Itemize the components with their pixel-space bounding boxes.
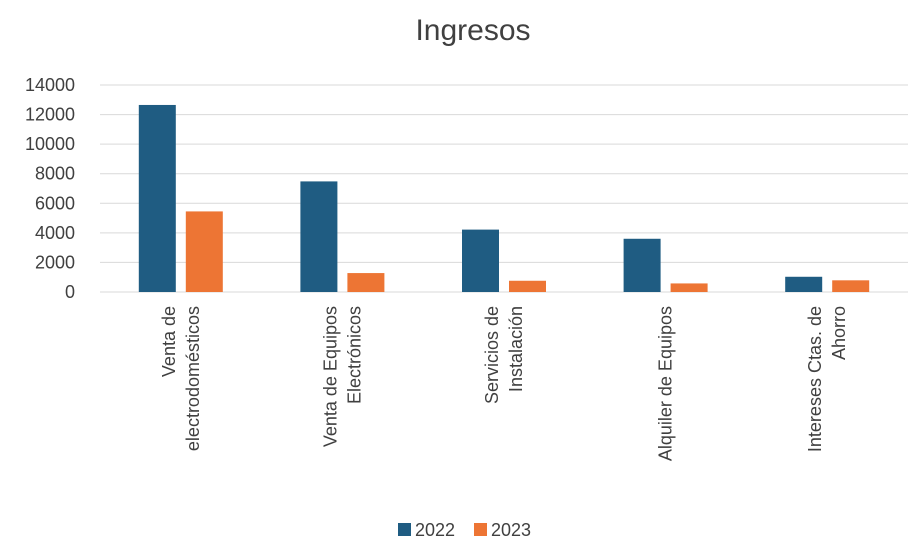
category-label: Ahorro	[829, 306, 849, 360]
y-tick-label: 2000	[35, 252, 75, 272]
legend-label-2022: 2022	[415, 520, 455, 540]
y-tick-label: 6000	[35, 193, 75, 213]
category-label: Venta de Equipos	[320, 306, 340, 447]
y-tick-label: 12000	[25, 105, 75, 125]
category-label: Alquiler de Equipos	[656, 306, 676, 461]
bar-2022-4	[623, 238, 661, 292]
y-tick-label: 4000	[35, 223, 75, 243]
category-label: Servicios de	[482, 306, 502, 404]
y-tick-label: 14000	[25, 75, 75, 95]
bar-2023-1	[185, 211, 223, 292]
bar-2023-2	[347, 273, 385, 292]
bar-2022-1	[138, 104, 176, 292]
bar-2022-2	[300, 181, 338, 292]
bars	[138, 104, 870, 292]
category-label: Intereses Ctas. de	[805, 306, 825, 452]
category-label: Venta de	[159, 306, 179, 377]
x-axis-categories: Venta de electrodomésticos Venta de Equipo…	[159, 306, 849, 461]
category-label: Instalación	[506, 306, 526, 392]
y-axis-ticks: 0 2000 4000 6000 8000 10000 12000 14000	[25, 75, 75, 302]
bar-2023-3	[509, 280, 546, 292]
y-tick-label: 10000	[25, 134, 75, 154]
bar-2022-3	[462, 229, 499, 292]
y-tick-label: 8000	[35, 164, 75, 184]
legend-label-2023: 2023	[491, 520, 531, 540]
gridlines	[100, 84, 908, 293]
bar-2023-5	[832, 280, 870, 292]
bar-2022-5	[785, 276, 823, 292]
category-label: electrodomésticos	[183, 306, 203, 451]
legend-swatch-2022	[398, 523, 411, 536]
bar-2023-4	[670, 283, 708, 292]
y-tick-label: 0	[65, 282, 75, 302]
legend: 2022 2023	[398, 520, 531, 540]
legend-swatch-2023	[474, 523, 487, 536]
chart-title: Ingresos	[415, 14, 530, 47]
category-label: Electrónicos	[344, 306, 364, 404]
